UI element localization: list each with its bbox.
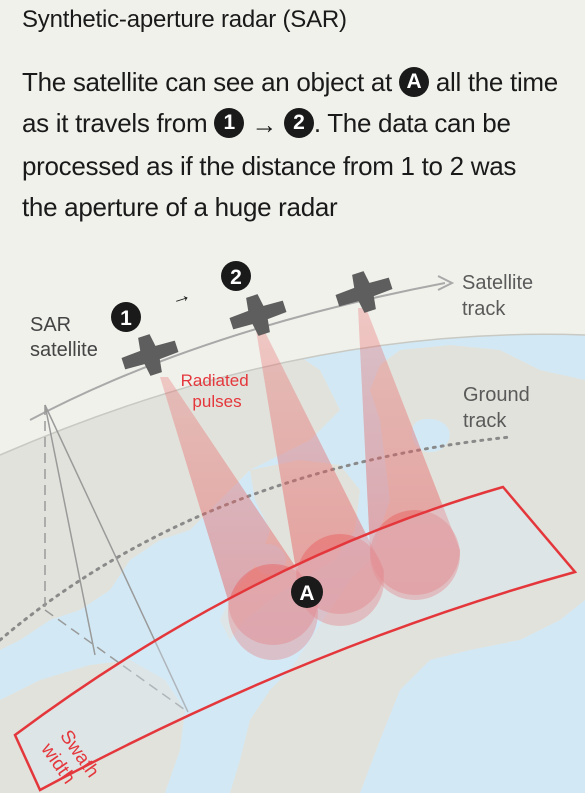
marker-1-circle [111, 302, 141, 332]
projection-line-center [44, 404, 96, 656]
radiated-pulses [160, 308, 460, 660]
horizon-line [0, 333, 585, 456]
description: The satellite can see an object at A all… [22, 62, 582, 228]
radiated-pulses-label: Radiated pulses [181, 371, 254, 411]
description-line-1: The satellite can see an object at A all… [22, 62, 582, 103]
landmass-north [0, 350, 340, 650]
pulse-beam-2 [256, 330, 384, 614]
description-line-4: the aperture of a huge radar [22, 191, 338, 222]
ground-track-label: Ground track [463, 384, 535, 432]
marker-a: A [291, 576, 323, 608]
satellite-3 [335, 271, 393, 313]
marker-2-label: 2 [230, 266, 242, 289]
description-line-2-suffix: . The data can be [313, 108, 511, 138]
satellite-track-label-line-1: Satellite [462, 272, 533, 294]
satellite-2 [229, 294, 287, 336]
ground-track-label-line-1: Ground [463, 384, 530, 406]
pulse-footprint-3 [370, 510, 460, 600]
radiated-pulses-label-line-1: Radiated [181, 371, 249, 390]
satellite-1 [121, 334, 179, 376]
satellite-track-label: Satellite track [462, 272, 539, 320]
projection-dashed-base [44, 609, 189, 713]
sar-satellite-label-line-2: satellite [30, 339, 98, 361]
marker-2: 2 [221, 261, 251, 291]
radiated-pulses-label-line-2: pulses [192, 392, 241, 411]
satellite-track-arrowhead [437, 275, 455, 291]
projection-lines [44, 404, 189, 713]
description-line-3: processed as if the distance from 1 to 2… [22, 150, 517, 181]
travel-arrow: → [251, 109, 277, 140]
satellite-track-line [29, 282, 446, 421]
description-line-1-prefix: The satellite can see an object at [22, 67, 392, 97]
marker-1-label: 1 [120, 307, 132, 330]
description-line-1-suffix: all the time [435, 67, 558, 97]
sar-satellite-label: SAR satellite [30, 314, 98, 361]
object-a-badge: A [398, 67, 429, 98]
inland-lake-2 [412, 418, 450, 453]
satellite-track-label-line-2: track [462, 298, 506, 320]
position-2-badge: 2 [283, 108, 314, 139]
motion-arrow: → [168, 283, 194, 310]
pulse-beam-3 [358, 308, 460, 595]
position-1-badge: 1 [214, 108, 245, 139]
marker-a-label: A [299, 582, 314, 605]
description-line-2: as it travels from 1 → 2. The data can b… [22, 103, 582, 146]
landmass-southwest [0, 660, 185, 793]
description-line-2-prefix: as it travels from [22, 108, 208, 138]
pulse-beam-1 [160, 377, 318, 645]
sar-satellite-label-line-1: SAR [30, 314, 71, 336]
projection-line-far [44, 404, 189, 713]
swath-band [13, 485, 578, 792]
marker-2-circle [221, 261, 251, 291]
marker-a-circle [291, 576, 323, 608]
marker-1: 1 [111, 302, 141, 332]
ground-track-label-line-2: track [463, 410, 507, 432]
diagram-title: Synthetic-aperture radar (SAR) [22, 6, 347, 33]
